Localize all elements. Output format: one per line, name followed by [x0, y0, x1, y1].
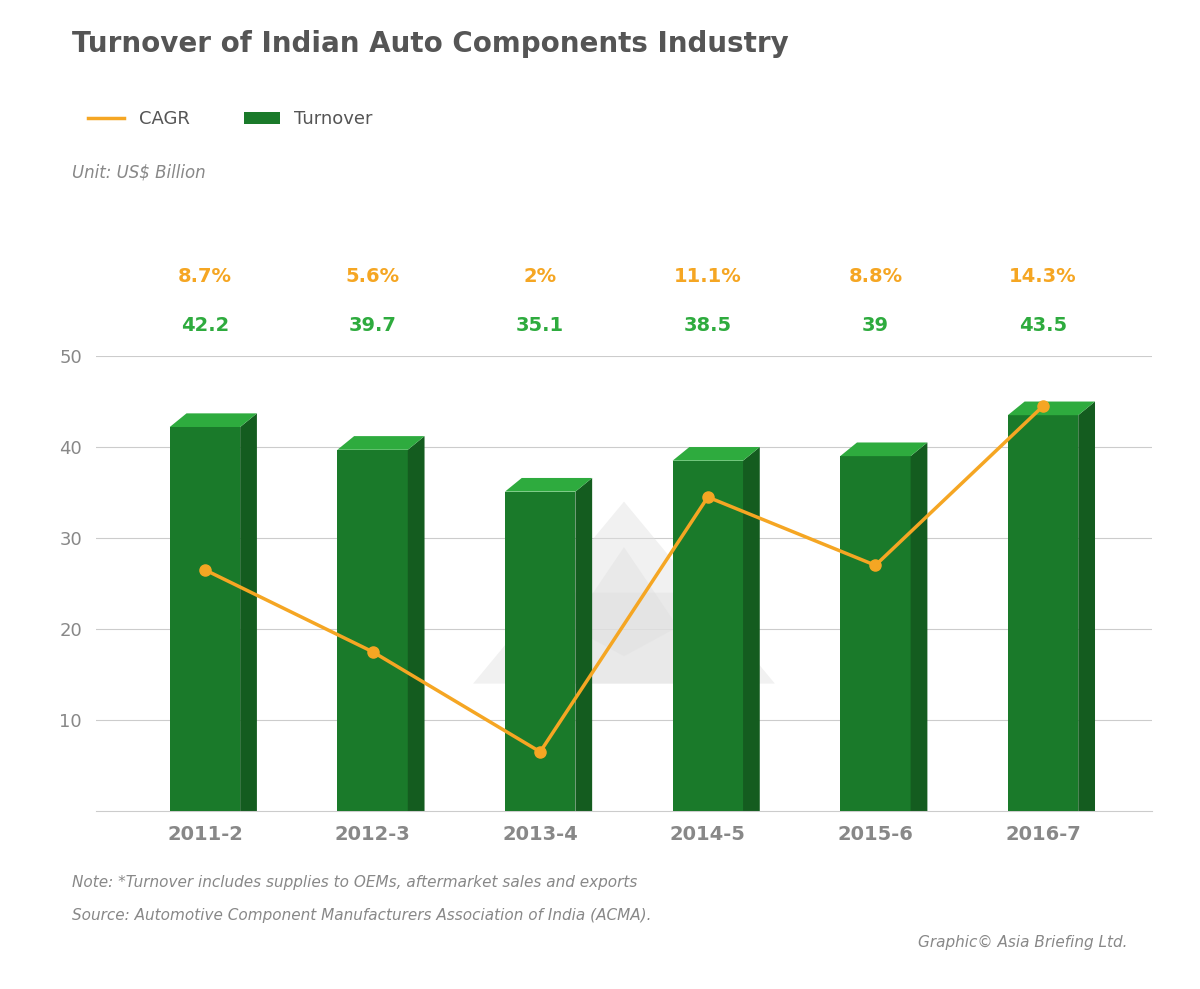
Polygon shape	[575, 478, 592, 811]
Polygon shape	[505, 478, 592, 492]
Text: Turnover of Indian Auto Components Industry: Turnover of Indian Auto Components Indus…	[72, 30, 788, 57]
Polygon shape	[673, 461, 743, 811]
Polygon shape	[911, 442, 928, 811]
Text: Graphic© Asia Briefing Ltd.: Graphic© Asia Briefing Ltd.	[918, 935, 1128, 949]
Text: 39.7: 39.7	[349, 316, 396, 335]
Text: 39: 39	[862, 316, 889, 335]
Polygon shape	[532, 547, 716, 683]
Text: 11.1%: 11.1%	[674, 267, 742, 286]
Polygon shape	[408, 436, 425, 811]
Polygon shape	[506, 592, 742, 657]
Text: 8.7%: 8.7%	[178, 267, 232, 286]
Text: 14.3%: 14.3%	[1009, 267, 1076, 286]
Text: 38.5: 38.5	[684, 316, 732, 335]
Polygon shape	[673, 447, 760, 461]
Polygon shape	[473, 501, 775, 683]
Polygon shape	[1008, 402, 1096, 415]
Polygon shape	[505, 492, 575, 811]
Text: 35.1: 35.1	[516, 316, 564, 335]
Polygon shape	[840, 456, 911, 811]
Polygon shape	[169, 413, 257, 427]
Polygon shape	[743, 447, 760, 811]
Polygon shape	[337, 436, 425, 450]
Text: 43.5: 43.5	[1019, 316, 1067, 335]
Legend: CAGR, Turnover: CAGR, Turnover	[82, 103, 380, 135]
Polygon shape	[840, 442, 928, 456]
Text: Unit: US$ Billion: Unit: US$ Billion	[72, 163, 205, 181]
Text: 8.8%: 8.8%	[848, 267, 902, 286]
Text: Note: *Turnover includes supplies to OEMs, aftermarket sales and exports: Note: *Turnover includes supplies to OEM…	[72, 875, 637, 890]
Text: 42.2: 42.2	[181, 316, 229, 335]
Text: 5.6%: 5.6%	[346, 267, 400, 286]
Polygon shape	[337, 450, 408, 811]
Text: 2%: 2%	[523, 267, 557, 286]
Polygon shape	[240, 413, 257, 811]
Text: Source: Automotive Component Manufacturers Association of India (ACMA).: Source: Automotive Component Manufacture…	[72, 908, 652, 923]
Polygon shape	[169, 427, 240, 811]
Polygon shape	[1008, 415, 1079, 811]
Polygon shape	[1079, 402, 1096, 811]
